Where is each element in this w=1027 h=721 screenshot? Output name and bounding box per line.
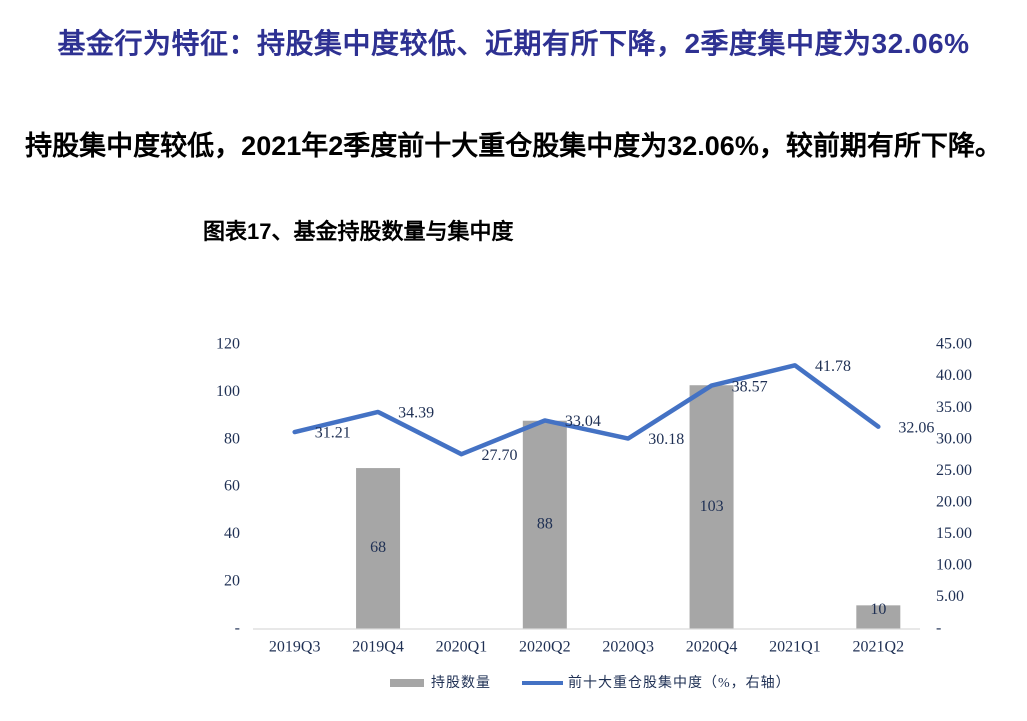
- left-axis-tick: 100: [216, 383, 240, 400]
- x-axis-label-2020Q1: 2020Q1: [436, 639, 488, 656]
- bar-2020Q2: [522, 420, 567, 629]
- bar-2019Q4: [356, 468, 401, 629]
- line-data-label: 32.06: [898, 419, 934, 436]
- right-axis-tick: 30.00: [936, 430, 972, 447]
- bar-data-label: 88: [537, 516, 553, 533]
- left-axis-tick: 40: [224, 525, 240, 542]
- line-data-label: 34.39: [398, 405, 434, 422]
- legend-bar-swatch: [390, 679, 424, 687]
- left-axis-tick: 80: [224, 430, 240, 447]
- summary-text: 持股集中度较低，2021年2季度前十大重仓股集中度为32.06%，较前期有所下降…: [25, 131, 1002, 161]
- legend-label-line: 前十大重仓股集中度（%，右轴）: [568, 674, 791, 691]
- right-axis-tick: 45.00: [936, 336, 972, 353]
- legend-label-bar: 持股数量: [431, 675, 491, 691]
- bar-2020Q4: [689, 385, 734, 629]
- left-axis-tick: 20: [224, 572, 240, 589]
- line-data-label: 41.78: [815, 358, 851, 375]
- right-axis-tick: 5.00: [936, 588, 964, 605]
- line-data-label: 33.04: [565, 413, 601, 430]
- left-axis-tick: 120: [216, 336, 240, 353]
- x-axis-label-2020Q2: 2020Q2: [519, 639, 571, 656]
- bar-data-label: 10: [870, 601, 886, 618]
- right-axis-tick: 35.00: [936, 399, 972, 416]
- x-axis-label-2019Q3: 2019Q3: [269, 639, 321, 656]
- line-data-label: 27.70: [481, 447, 517, 464]
- right-axis-tick: 10.00: [936, 557, 972, 574]
- x-axis-label-2020Q3: 2020Q3: [602, 639, 654, 656]
- page-title: 基金行为特征：持股集中度较低、近期有所下降，2季度集中度为32.06%: [57, 28, 970, 59]
- x-axis-label-2020Q4: 2020Q4: [686, 639, 738, 656]
- chart-title: 图表17、基金持股数量与集中度: [203, 219, 514, 244]
- right-axis-tick: 15.00: [936, 525, 972, 542]
- line-data-label: 38.57: [732, 378, 768, 395]
- bar-data-label: 103: [700, 498, 724, 515]
- right-axis-tick: 20.00: [936, 493, 972, 510]
- right-axis-tick: -: [936, 620, 941, 637]
- x-axis-label-2019Q4: 2019Q4: [352, 639, 404, 656]
- left-axis-tick: 60: [224, 478, 240, 495]
- right-axis-tick: 40.00: [936, 367, 972, 384]
- right-axis-tick: 25.00: [936, 462, 972, 479]
- x-axis-label-2021Q2: 2021Q2: [853, 639, 905, 656]
- concentration-line: [292, 363, 881, 457]
- line-data-label: 31.21: [315, 425, 351, 442]
- line-data-label: 30.18: [648, 431, 684, 448]
- bar-data-label: 68: [370, 539, 386, 556]
- x-axis-label-2021Q1: 2021Q1: [769, 639, 821, 656]
- bar-2021Q2: [856, 605, 901, 629]
- left-axis-tick: -: [235, 620, 240, 637]
